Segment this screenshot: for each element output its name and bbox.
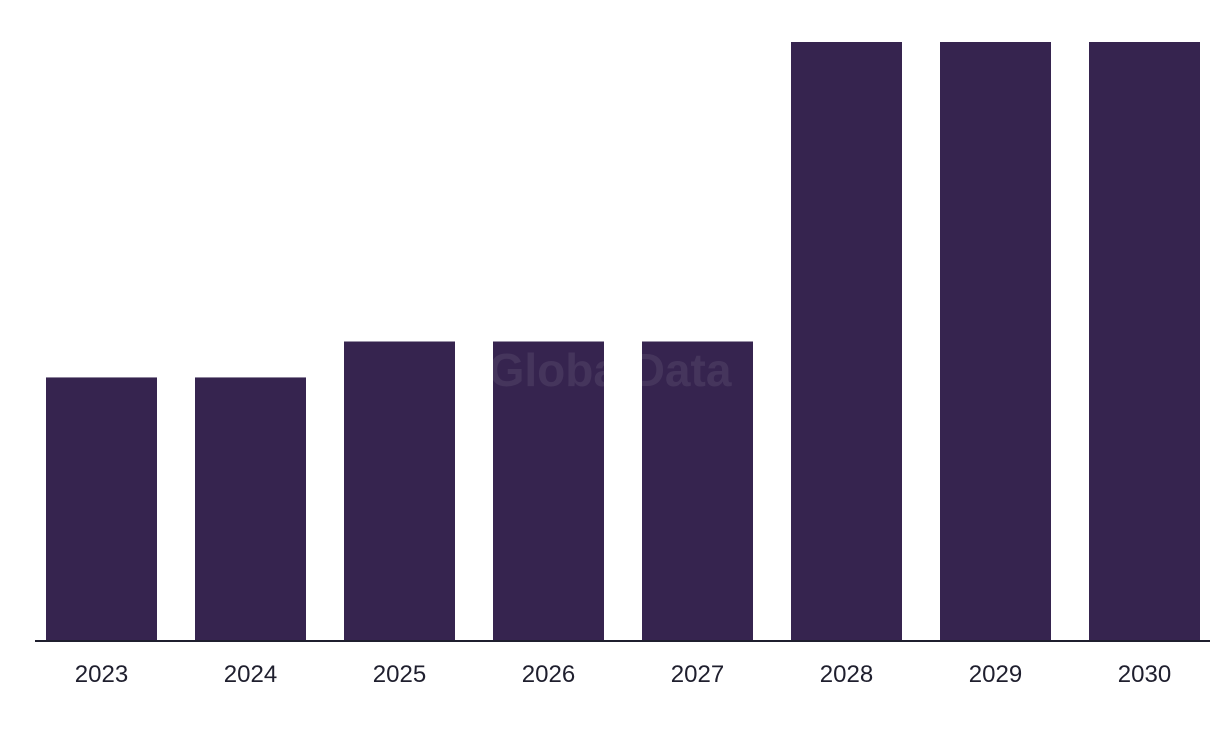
x-tick-label-2029: 2029 (969, 661, 1022, 688)
bar-2027 (642, 341, 753, 641)
x-tick-label-2030: 2030 (1118, 661, 1171, 688)
x-tick-label-2023: 2023 (75, 661, 128, 688)
bar-series (46, 42, 1200, 641)
bar-2024 (195, 377, 306, 641)
watermark-logo: GlobalData (489, 344, 732, 396)
bar-2030 (1089, 42, 1200, 641)
bar-2029 (940, 42, 1051, 641)
bar-2023 (46, 377, 157, 641)
bar-2026 (493, 341, 604, 641)
x-tick-label-2028: 2028 (820, 661, 873, 688)
x-tick-label-2024: 2024 (224, 661, 277, 688)
x-tick-label-2026: 2026 (522, 661, 575, 688)
bar-2025 (344, 341, 455, 641)
x-tick-label-2025: 2025 (373, 661, 426, 688)
bar-2028 (791, 42, 902, 641)
x-axis-tick-labels: 2023 2024 2025 2026 2027 2028 2029 2030 (75, 661, 1171, 688)
x-tick-label-2027: 2027 (671, 661, 724, 688)
